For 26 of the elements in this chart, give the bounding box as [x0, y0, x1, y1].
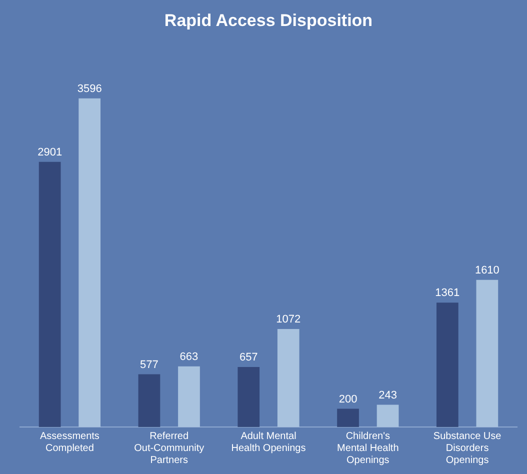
bar: [376, 404, 399, 427]
data-label: 1610: [474, 264, 500, 276]
x-tick-label: Adult Mental Health Openings: [231, 430, 306, 454]
data-label: 3596: [77, 82, 102, 95]
x-tick-label: Substance Use Disorders Openings: [433, 430, 502, 466]
data-label: 2901: [38, 146, 62, 158]
bar: [476, 280, 498, 427]
bar: [277, 329, 300, 427]
data-label: 243: [378, 389, 397, 402]
data-label: 200: [338, 393, 358, 406]
bar: [436, 302, 458, 427]
bar: [38, 162, 61, 427]
x-tick-label: Assessments Completed: [40, 430, 100, 454]
bar: [78, 98, 101, 427]
data-label: 663: [180, 350, 198, 363]
data-label: 1072: [276, 314, 301, 326]
data-label: 577: [140, 358, 158, 371]
x-tick-label: Referred Out-Community Partners: [134, 430, 204, 466]
bar: [178, 366, 200, 427]
x-tick-label: Children's Mental Health Openings: [337, 430, 399, 466]
bar: [238, 366, 260, 427]
bar: [337, 408, 359, 427]
chart-title: Rapid Access Disposition: [164, 10, 373, 30]
data-label: 1361: [435, 287, 460, 300]
data-label: 657: [239, 351, 258, 364]
bar: [138, 374, 160, 427]
